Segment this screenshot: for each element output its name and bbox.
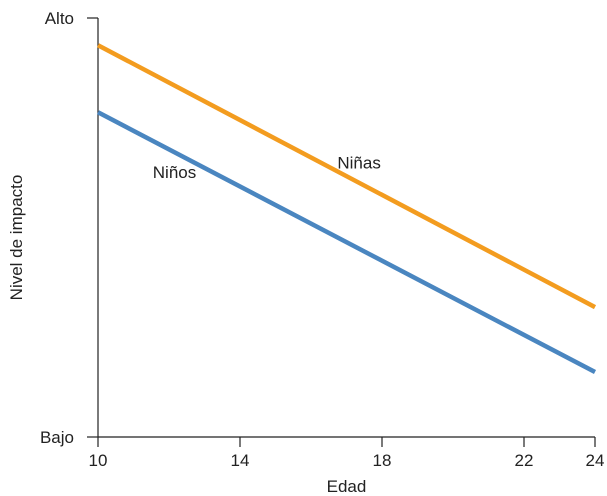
y-tick-label: Bajo [40,428,74,447]
series-line-ninas [96,43,597,310]
y-axis-title: Nivel de impacto [7,175,26,301]
x-tick-label: 10 [89,451,108,470]
x-tick-label: 18 [373,451,392,470]
series-label-ninas: Niñas [337,154,380,173]
y-ticks: Bajo Alto [40,9,98,447]
series-group: Niñas Niños [96,43,597,375]
x-tick-label: 24 [586,451,605,470]
series-line-ninos [96,110,597,375]
y-tick-label: Alto [45,9,74,28]
x-axis-title: Edad [327,477,367,496]
x-tick-label: 22 [515,451,534,470]
x-tick-label: 14 [231,451,250,470]
x-ticks: 10 14 18 22 24 [89,437,605,470]
series-label-ninos: Niños [153,163,196,182]
